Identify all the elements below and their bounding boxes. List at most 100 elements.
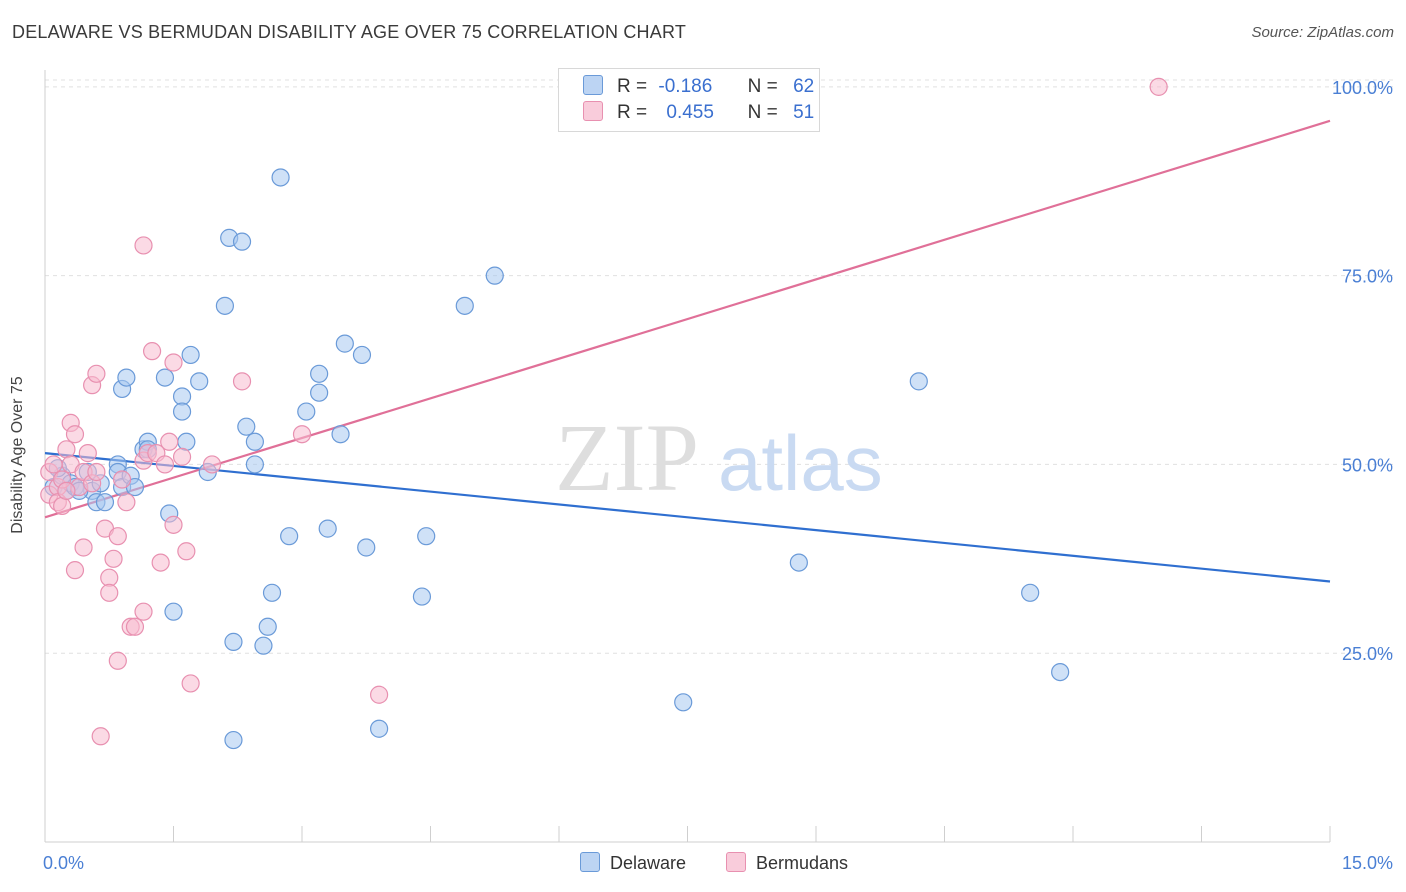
legend-n-label: N = — [747, 76, 778, 97]
point-delaware — [357, 538, 376, 557]
y-tick-label: 100.0% — [1332, 78, 1393, 98]
point-bermudans — [117, 493, 136, 512]
legend-r-label: R = — [617, 76, 648, 97]
point-delaware — [262, 583, 282, 602]
watermark-atlas: atlas — [718, 419, 883, 507]
legend-swatch-delaware — [583, 75, 603, 95]
point-bermudans — [53, 496, 72, 516]
source-label: Source: ZipAtlas.com — [1251, 24, 1394, 41]
legend-r-label: R = — [617, 102, 648, 123]
point-bermudans — [370, 685, 389, 704]
legend-row-bermudans: R = 0.455 N = 51 — [583, 101, 814, 127]
point-bermudans — [57, 440, 76, 459]
point-bermudans — [87, 364, 106, 383]
legend-n-value: 62 — [793, 76, 815, 97]
point-delaware — [297, 402, 316, 421]
axes — [44, 70, 1331, 843]
point-delaware — [1051, 662, 1070, 682]
point-bermudans — [65, 561, 85, 580]
point-bermudans — [125, 617, 145, 636]
point-bermudans — [155, 455, 175, 474]
point-delaware — [485, 266, 504, 285]
bottom-legend-swatch-delaware — [580, 852, 600, 872]
point-bermudans — [142, 342, 162, 361]
point-bermudans — [91, 727, 110, 746]
point-bermudans — [112, 470, 132, 489]
point-delaware — [224, 632, 243, 651]
point-delaware — [331, 425, 350, 444]
point-delaware — [258, 617, 277, 636]
point-delaware — [412, 587, 432, 606]
point-bermudans — [100, 568, 119, 587]
bottom-legend-swatch-bermudans — [726, 852, 746, 872]
trend-line-delaware — [44, 452, 1331, 583]
point-bermudans — [134, 236, 153, 255]
point-delaware — [271, 168, 290, 187]
point-delaware — [117, 368, 136, 387]
point-delaware — [254, 636, 273, 655]
y-tick-label: 50.0% — [1342, 455, 1393, 475]
point-bermudans — [44, 455, 63, 474]
point-bermudans — [74, 538, 93, 557]
trend-line-bermudans — [44, 119, 1331, 519]
point-bermudans — [151, 553, 170, 572]
point-delaware — [181, 345, 200, 365]
point-delaware — [245, 432, 264, 451]
point-bermudans — [57, 481, 76, 500]
y-axis-label: Disability Age Over 75 — [9, 376, 26, 534]
point-bermudans — [181, 674, 200, 693]
point-delaware — [164, 602, 183, 621]
bottom-legend-bermudans: Bermudans — [726, 852, 848, 874]
point-bermudans — [202, 455, 222, 474]
point-delaware — [335, 334, 354, 353]
point-delaware — [789, 553, 808, 572]
legend-row-delaware: R = -0.186 N = 62 — [583, 75, 814, 101]
bottom-legend-label-delaware: Delaware — [610, 853, 687, 873]
bottom-legend-delaware: Delaware — [580, 852, 686, 874]
point-bermudans — [65, 425, 85, 444]
point-delaware — [172, 402, 192, 421]
point-bermudans — [87, 462, 106, 482]
watermark-zip: ZIP — [555, 404, 699, 511]
point-bermudans — [160, 432, 179, 451]
point-bermudans — [108, 651, 127, 670]
point-delaware — [280, 527, 299, 546]
point-bermudans — [104, 549, 123, 568]
legend-n-label: N = — [747, 102, 778, 123]
legend-r-value: 0.455 — [666, 102, 714, 123]
point-delaware — [172, 387, 192, 406]
point-bermudans — [232, 372, 252, 391]
point-bermudans — [292, 425, 312, 444]
point-bermudans — [172, 447, 192, 466]
point-bermudans — [78, 444, 97, 463]
point-delaware — [455, 296, 474, 315]
data-points — [40, 77, 1168, 750]
point-bermudans — [177, 542, 196, 561]
x-tick-label: 0.0% — [43, 853, 84, 873]
point-bermudans — [100, 583, 119, 602]
point-delaware — [310, 383, 329, 402]
point-bermudans — [164, 515, 183, 534]
chart-title: DELAWARE VS BERMUDAN DISABILITY AGE OVER… — [12, 22, 687, 42]
point-delaware — [909, 372, 928, 391]
x-tick-label: 15.0% — [1342, 853, 1393, 873]
point-delaware — [674, 693, 693, 712]
y-tick-label: 25.0% — [1342, 644, 1393, 664]
point-delaware — [95, 493, 115, 512]
bottom-legend-label-bermudans: Bermudans — [756, 853, 849, 873]
legend-swatch-bermudans — [583, 101, 603, 121]
point-delaware — [417, 527, 436, 546]
point-delaware — [177, 432, 196, 451]
legend: R = -0.186 N = 62 R = 0.455 N = 51 — [558, 68, 820, 132]
watermark: ZIP atlas — [555, 404, 883, 511]
point-bermudans — [164, 353, 183, 372]
point-bermudans — [1149, 77, 1168, 96]
point-delaware — [237, 417, 256, 436]
point-delaware — [155, 368, 175, 387]
point-delaware — [190, 372, 209, 391]
point-bermudans — [108, 527, 127, 546]
point-delaware — [370, 719, 389, 738]
legend-n-value: 51 — [793, 102, 815, 123]
y-tick-label: 75.0% — [1342, 267, 1393, 287]
